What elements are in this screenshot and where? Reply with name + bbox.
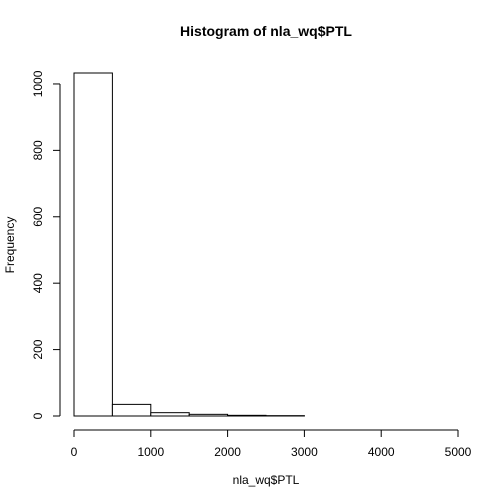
y-axis: 0 200 400 600 800 1000	[31, 70, 61, 419]
x-axis-label: nla_wq$PTL	[233, 473, 300, 487]
histogram-bar	[73, 72, 113, 417]
histogram-bar	[188, 413, 229, 417]
y-tick-label: 600	[31, 206, 45, 226]
y-tick-label: 0	[31, 412, 45, 419]
y-tick-label: 1000	[31, 70, 45, 97]
x-axis: 0 1000 2000 3000 4000 5000	[71, 429, 472, 459]
histogram-bar	[150, 412, 190, 417]
y-axis-label: Frequency	[3, 217, 17, 274]
y-tick-label: 800	[31, 140, 45, 160]
chart-title: Histogram of nla_wq$PTL	[180, 23, 352, 39]
x-tick-label: 0	[71, 445, 78, 459]
histogram-bar	[111, 403, 152, 417]
x-tick-label: 3000	[291, 445, 318, 459]
histogram-bar	[227, 414, 267, 417]
x-tick-label: 4000	[368, 445, 395, 459]
x-tick-label: 1000	[137, 445, 164, 459]
x-tick-label: 2000	[214, 445, 241, 459]
bars-group	[73, 72, 305, 417]
y-tick-label: 400	[31, 273, 45, 293]
x-tick-label: 5000	[445, 445, 472, 459]
y-tick-label: 200	[31, 339, 45, 359]
